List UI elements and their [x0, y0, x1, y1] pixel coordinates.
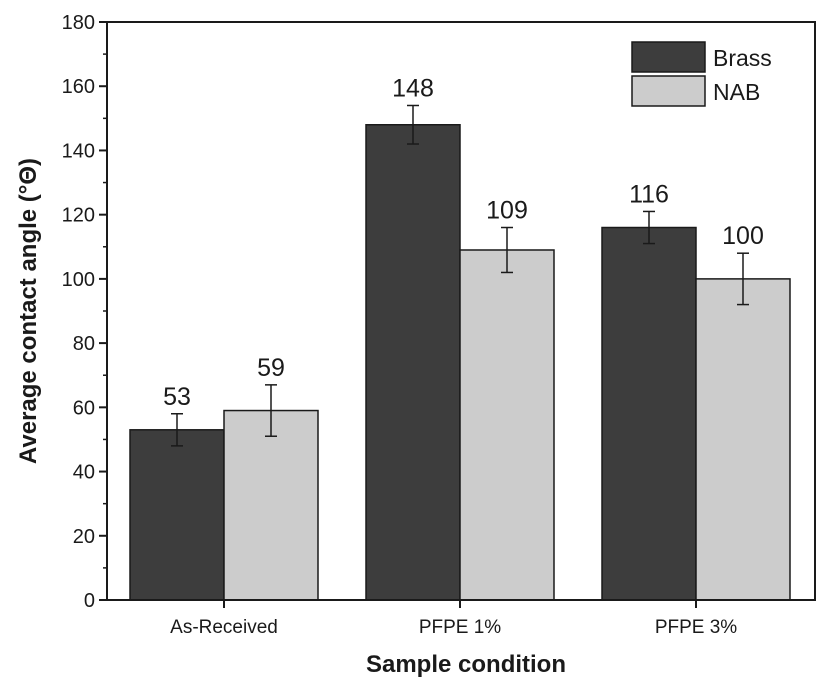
bar-nab	[695, 278, 791, 601]
y-tick-label: 20	[73, 526, 95, 548]
x-tick-label: As-Received	[170, 617, 278, 638]
bar-nab	[459, 249, 555, 601]
data-label: 116	[629, 180, 669, 208]
legend-swatch-brass	[631, 41, 706, 73]
error-bar	[501, 226, 513, 274]
y-tick-label: 140	[62, 140, 95, 162]
error-bar	[265, 384, 277, 437]
legend-label-brass: Brass	[713, 45, 772, 71]
data-label: 53	[163, 383, 191, 411]
legend: Brass NAB	[631, 41, 772, 107]
x-tick-label: PFPE 3%	[655, 617, 737, 638]
y-tick-label: 180	[62, 12, 95, 34]
bar-brass	[601, 226, 697, 601]
plot-layer: 53 148 116 59 109 100	[129, 74, 791, 601]
error-bar	[407, 104, 419, 145]
y-tick-label: 80	[73, 333, 95, 355]
data-label: 148	[392, 74, 434, 102]
bar-nab	[223, 409, 319, 601]
x-axis-title: Sample condition	[366, 651, 566, 678]
y-tick-label: 60	[73, 397, 95, 419]
bar-brass	[365, 124, 461, 601]
data-label: 109	[486, 197, 528, 225]
y-tick-label: 0	[84, 590, 95, 612]
y-tick-label: 40	[73, 462, 95, 484]
bar-brass	[129, 429, 225, 601]
y-axis-title: Average contact angle (°Θ)	[15, 158, 42, 464]
legend-swatch-nab	[631, 75, 706, 107]
y-axis: 0 20 40 60 80 100 120 140 160 180	[62, 12, 107, 612]
legend-label-nab: NAB	[713, 79, 760, 105]
error-bar	[643, 210, 655, 245]
y-tick-label: 100	[62, 269, 95, 291]
error-bar	[737, 252, 749, 306]
error-bar	[171, 413, 183, 447]
y-tick-label: 120	[62, 205, 95, 227]
x-tick-label: PFPE 1%	[419, 617, 501, 638]
data-label: 59	[257, 354, 285, 382]
x-axis: As-Received PFPE 1% PFPE 3%	[170, 600, 737, 638]
y-tick-label: 160	[62, 76, 95, 98]
data-label: 100	[722, 222, 764, 250]
